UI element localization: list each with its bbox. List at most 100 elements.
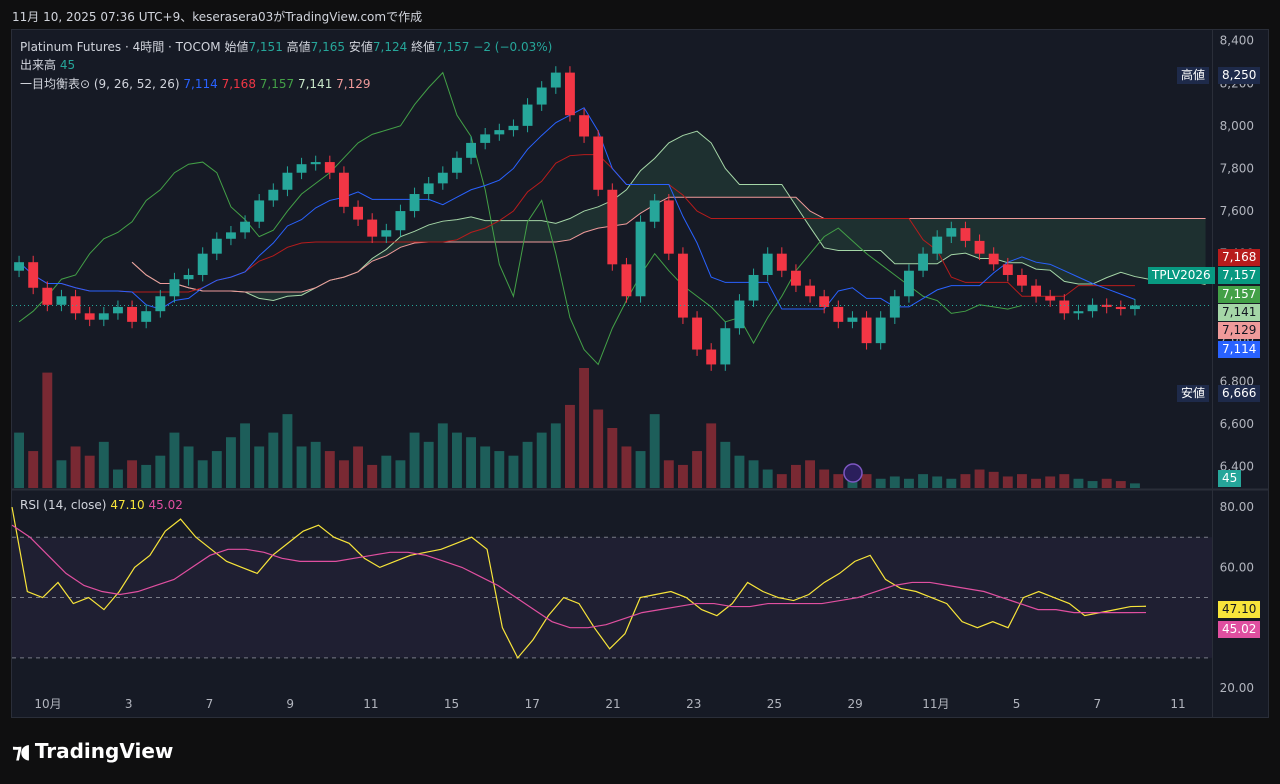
volume-bar [564,404,575,488]
candle-body [282,172,293,190]
volume-bar [254,446,265,488]
chikou-span [18,71,1023,366]
chart-caption: 11月 10, 2025 07:36 UTC+9、keserasera03がTr… [12,10,423,24]
volume-bar [183,446,194,488]
volume-bar [635,451,646,488]
candle-body [974,240,985,254]
candle-body [790,270,801,286]
legend-low-value: 7,124 [372,40,408,54]
candle-body [268,189,279,201]
candle-body [84,313,95,320]
legend-volume-label[interactable]: 出来高 [20,58,57,72]
volume-bar [1073,478,1084,488]
volume-bar [1045,476,1056,488]
rsi-value-tag: 47.10 [1218,601,1261,618]
volume-bar [621,446,632,488]
price-tick-label: 7,800 [1220,161,1254,175]
volume-bar [508,455,519,488]
candle-body [522,104,533,126]
candle-body [988,253,999,265]
volume-bar [875,478,886,488]
volume-bar [155,455,166,488]
candle-body [240,221,251,233]
volume-bar [720,441,731,488]
volume-bar [1031,478,1042,488]
volume-bar [324,451,335,488]
candle-body [169,279,180,297]
legend-change: −2 (−0.03%) [473,40,553,54]
legend-symbol[interactable]: Platinum Futures · 4時間 · TOCOM [20,40,221,54]
volume-bar [1115,481,1126,488]
candle-body [28,262,39,288]
candle-body [960,228,971,241]
candle-body [395,211,406,231]
volume-bar [437,423,448,488]
price-value-tag: 7,157 [1218,267,1261,284]
volume-bar [28,451,39,488]
candle-body [946,228,957,237]
candle-body [254,200,265,222]
candle-body [847,317,858,322]
volume-bar [451,432,462,488]
time-axis-label: 11 [363,697,378,711]
volume-bar [14,432,25,488]
time-axis-label: 11月 [922,697,949,711]
volume-bar [56,460,67,488]
candle-body [1002,264,1013,275]
volume-bar [296,446,307,488]
chart-frame[interactable] [11,29,1269,718]
candle-body [1016,274,1027,286]
volume-tag: 45 [1218,470,1242,487]
candle-body [706,349,717,365]
volume-bar [127,460,138,488]
candle-body [663,200,674,254]
volume-bar [790,464,801,488]
volume-bar [692,451,703,488]
candle-body [296,164,307,173]
symbol-tag: TPLV2026 [1148,267,1215,284]
volume-bar [42,372,53,488]
volume-bar [946,478,957,488]
volume-bar [1002,476,1013,488]
time-axis-label: 21 [605,697,620,711]
candle-body [579,115,590,137]
volume-bar [169,432,180,488]
legend-rsi-label[interactable]: RSI (14, close) [20,498,107,512]
candle-body [833,306,844,322]
volume-bar [112,469,123,488]
time-axis-label: 17 [525,697,540,711]
volume-bar [141,464,152,488]
high-tag-value: 8,250 [1218,67,1261,84]
candle-body [607,189,618,265]
time-axis-label: 5 [1013,697,1021,711]
price-value-tag: 7,141 [1218,304,1261,321]
candle-body [748,274,759,301]
legend-close-label: 終値 [411,40,436,54]
candle-body [381,230,392,237]
legend-open-label: 始値 [224,40,249,54]
legend-ichimoku-label[interactable]: 一目均衡表⊙ (9, 26, 52, 26) [20,77,180,91]
candle-body [1087,304,1098,312]
candle-body [508,125,519,131]
candle-body [127,306,138,322]
price-tick-label: 6,800 [1220,374,1254,388]
volume-bar [776,474,787,488]
legend-chikou-value: 7,157 [259,77,295,91]
tradingview-logo[interactable]: ⁊◖ TradingView [12,739,173,763]
candle-body [409,194,420,212]
candle-body [762,253,773,275]
candle-body [437,172,448,184]
legend-kijun-value: 7,168 [221,77,256,91]
legend-row-volume: 出来高 45 [20,56,75,73]
legend-volume-value: 45 [59,58,76,72]
rsi-tick-label: 60.00 [1220,560,1254,574]
legend-row-rsi: RSI (14, close) 47.10 45.02 [20,498,183,512]
candle-body [593,136,604,190]
candle-body [1073,311,1084,314]
candle-body [635,221,646,297]
price-tick-label: 7,600 [1220,204,1254,218]
candle-body [875,317,886,344]
legend-rsi-ma-value: 45.02 [148,498,183,512]
volume-bar [1129,483,1140,488]
